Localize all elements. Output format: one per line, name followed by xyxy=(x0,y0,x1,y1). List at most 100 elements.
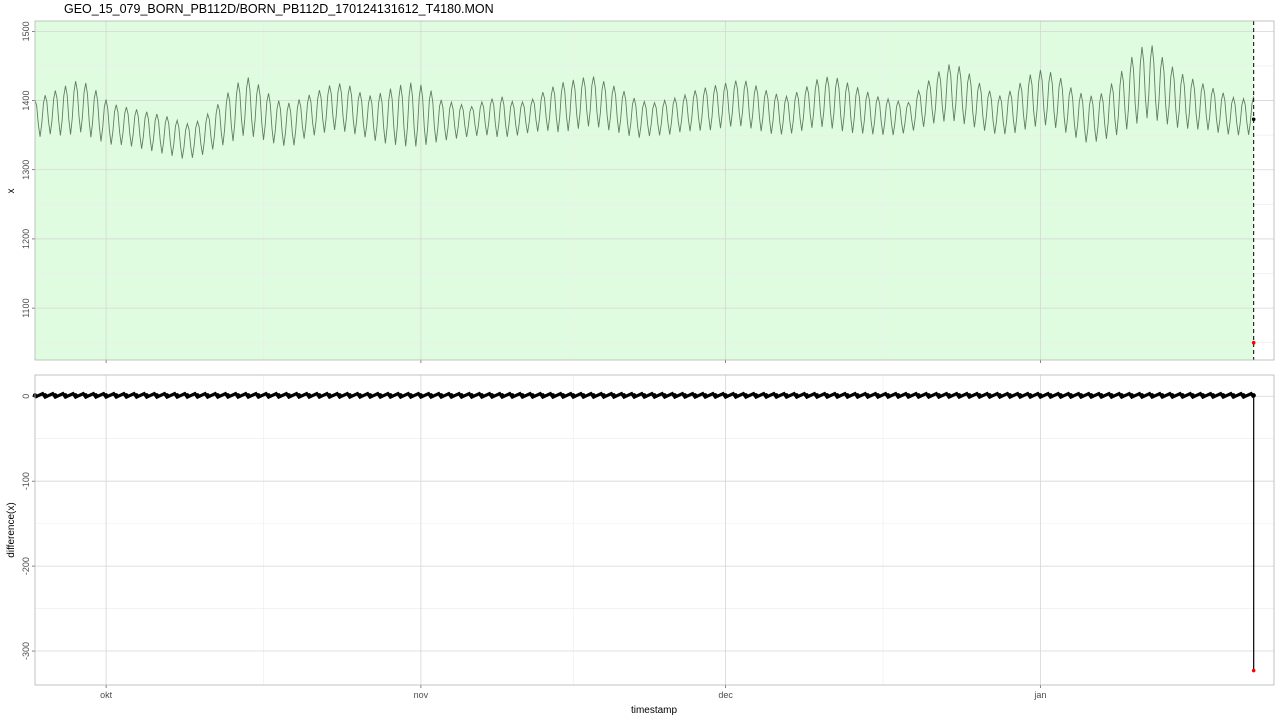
difference-point xyxy=(307,393,312,398)
difference-point xyxy=(1078,393,1084,398)
x-axis-title: timestamp xyxy=(631,705,678,716)
last-point xyxy=(1251,117,1256,122)
difference-point xyxy=(327,393,332,398)
difference-point xyxy=(804,393,810,398)
y-tick-label: -300 xyxy=(21,642,31,660)
difference-point xyxy=(581,393,586,398)
difference-point xyxy=(631,393,637,398)
difference-point xyxy=(367,393,373,398)
difference-point xyxy=(530,393,535,398)
difference-point xyxy=(713,393,718,398)
difference-point xyxy=(185,393,190,398)
difference-point xyxy=(692,393,698,398)
bottom-panel: -300 -200 -100 0 okt nov dec jan xyxy=(21,374,1275,700)
chart-title: GEO_15_079_BORN_PB112D/BORN_PB112D_17012… xyxy=(64,2,494,16)
difference-point xyxy=(235,393,241,398)
x-tick-label: jan xyxy=(1033,690,1046,700)
difference-point xyxy=(1119,393,1124,398)
difference-point xyxy=(977,393,982,398)
y-tick-label: 1200 xyxy=(21,229,31,249)
difference-point xyxy=(499,393,505,398)
difference-point xyxy=(896,393,901,398)
difference-point xyxy=(926,393,931,398)
difference-point xyxy=(469,393,474,398)
y-tick-label: -100 xyxy=(21,472,31,490)
difference-point xyxy=(174,393,180,398)
difference-point xyxy=(459,393,464,398)
difference-point xyxy=(784,393,789,398)
x-tick-label: dec xyxy=(718,690,733,700)
difference-point xyxy=(621,393,627,398)
difference-point xyxy=(1210,393,1216,398)
difference-point xyxy=(1160,393,1165,398)
difference-point xyxy=(571,393,576,398)
series-line xyxy=(34,45,1255,159)
difference-point xyxy=(479,393,485,398)
top-panel: 1100 1200 1300 1400 1500 xyxy=(21,20,1275,363)
difference-point xyxy=(672,393,678,398)
y-tick-label: 1400 xyxy=(21,91,31,111)
difference-point xyxy=(855,393,860,398)
difference-point xyxy=(1017,393,1023,398)
difference-point xyxy=(1109,393,1114,398)
difference-point xyxy=(286,393,292,398)
difference-point xyxy=(296,393,302,398)
y-tick-label: 0 xyxy=(21,394,31,399)
difference-point xyxy=(875,393,881,398)
difference-point xyxy=(205,393,210,398)
outlier-point xyxy=(1251,668,1256,673)
difference-point xyxy=(388,393,393,398)
difference-point xyxy=(1190,393,1195,398)
difference-point xyxy=(1129,393,1135,398)
difference-point xyxy=(743,393,749,398)
difference-point xyxy=(408,393,413,398)
difference-point xyxy=(53,393,58,398)
difference-point xyxy=(611,393,617,398)
y-tick-label: 1300 xyxy=(21,160,31,180)
difference-point xyxy=(1221,393,1226,398)
difference-point xyxy=(936,393,942,398)
difference-point xyxy=(83,393,88,398)
difference-point xyxy=(42,393,48,398)
difference-point xyxy=(73,393,78,398)
difference-point xyxy=(591,393,596,398)
difference-point xyxy=(560,393,566,398)
difference-point xyxy=(845,393,850,398)
difference-point xyxy=(1028,393,1033,398)
difference-point xyxy=(987,393,992,398)
difference-point xyxy=(266,393,271,398)
difference-point xyxy=(276,393,281,398)
difference-point xyxy=(154,393,160,398)
difference-point xyxy=(1251,393,1256,398)
difference-point xyxy=(1088,393,1094,398)
difference-point xyxy=(885,393,891,398)
difference-point xyxy=(256,393,261,398)
difference-point xyxy=(103,393,109,398)
x-tick-label: nov xyxy=(414,690,429,700)
difference-point xyxy=(124,393,129,398)
difference-point xyxy=(114,393,119,398)
difference-point xyxy=(835,393,840,398)
y-axis-title-bottom: difference(x) xyxy=(6,502,17,557)
panel-background xyxy=(35,375,1274,685)
difference-point xyxy=(510,393,515,398)
difference-point xyxy=(601,393,606,398)
difference-point xyxy=(337,393,342,398)
panel-border xyxy=(34,20,1275,361)
difference-point xyxy=(997,393,1002,398)
difference-point xyxy=(682,393,688,398)
difference-point xyxy=(520,393,525,398)
difference-point xyxy=(489,393,495,398)
axis-titles: x difference(x) timestamp xyxy=(6,189,677,717)
difference-point xyxy=(1038,393,1043,398)
difference-point xyxy=(956,393,962,398)
difference-point xyxy=(63,393,68,398)
difference-point xyxy=(357,393,363,398)
difference-point xyxy=(246,393,251,398)
difference-point xyxy=(1048,393,1053,398)
highlight-region xyxy=(35,21,1254,360)
difference-point xyxy=(764,393,769,398)
difference-point xyxy=(347,393,353,398)
difference-point xyxy=(540,393,545,398)
difference-point xyxy=(550,393,556,398)
